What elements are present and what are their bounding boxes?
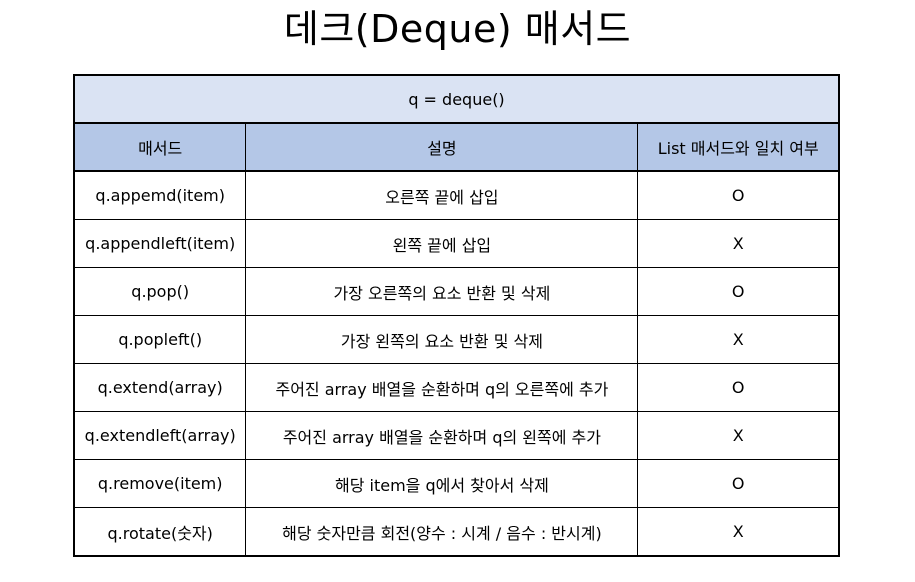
description-cell: 오른쪽 끝에 삽입	[245, 170, 639, 220]
table-header-row: 매서드 설명 List 매서드와 일치 여부	[73, 122, 840, 172]
table-row: q.appemd(item) 오른쪽 끝에 삽입 O	[73, 170, 840, 220]
table-caption: q = deque()	[73, 74, 840, 124]
description-cell: 주어진 array 배열을 순환하며 q의 오른쪽에 추가	[245, 363, 639, 412]
method-cell: q.appemd(item)	[73, 170, 247, 220]
method-cell: q.popleft()	[73, 315, 247, 364]
method-cell: q.appendleft(item)	[73, 219, 247, 268]
header-list-match: List 매서드와 일치 여부	[637, 122, 840, 172]
header-description: 설명	[245, 122, 639, 172]
list-match-cell: O	[637, 363, 840, 412]
table-row: q.appendleft(item) 왼쪽 끝에 삽입 X	[73, 219, 840, 268]
description-cell: 가장 왼쪽의 요소 반환 및 삭제	[245, 315, 639, 364]
table-caption-row: q = deque()	[73, 74, 840, 124]
table-row: q.popleft() 가장 왼쪽의 요소 반환 및 삭제 X	[73, 315, 840, 364]
description-cell: 해당 숫자만큼 회전(양수 : 시계 / 음수 : 반시계)	[245, 507, 639, 557]
table-row: q.extendleft(array) 주어진 array 배열을 순환하며 q…	[73, 411, 840, 460]
table-row: q.pop() 가장 오른쪽의 요소 반환 및 삭제 O	[73, 267, 840, 316]
page-title: 데크(Deque) 매서드	[283, 7, 632, 51]
method-cell: q.extendleft(array)	[73, 411, 247, 460]
method-cell: q.rotate(숫자)	[73, 507, 247, 557]
method-cell: q.pop()	[73, 267, 247, 316]
header-method: 매서드	[73, 122, 247, 172]
list-match-cell: O	[637, 170, 840, 220]
list-match-cell: X	[637, 219, 840, 268]
table-row: q.rotate(숫자) 해당 숫자만큼 회전(양수 : 시계 / 음수 : 반…	[73, 507, 840, 557]
list-match-cell: X	[637, 411, 840, 460]
list-match-cell: X	[637, 507, 840, 557]
description-cell: 가장 오른쪽의 요소 반환 및 삭제	[245, 267, 639, 316]
table-row: q.remove(item) 해당 item을 q에서 찾아서 삭제 O	[73, 459, 840, 508]
table-row: q.extend(array) 주어진 array 배열을 순환하며 q의 오른…	[73, 363, 840, 412]
deque-methods-table: q = deque() 매서드 설명 List 매서드와 일치 여부 q.app…	[73, 74, 840, 557]
list-match-cell: O	[637, 459, 840, 508]
method-cell: q.remove(item)	[73, 459, 247, 508]
method-cell: q.extend(array)	[73, 363, 247, 412]
description-cell: 해당 item을 q에서 찾아서 삭제	[245, 459, 639, 508]
list-match-cell: X	[637, 315, 840, 364]
list-match-cell: O	[637, 267, 840, 316]
description-cell: 주어진 array 배열을 순환하며 q의 왼쪽에 추가	[245, 411, 639, 460]
description-cell: 왼쪽 끝에 삽입	[245, 219, 639, 268]
